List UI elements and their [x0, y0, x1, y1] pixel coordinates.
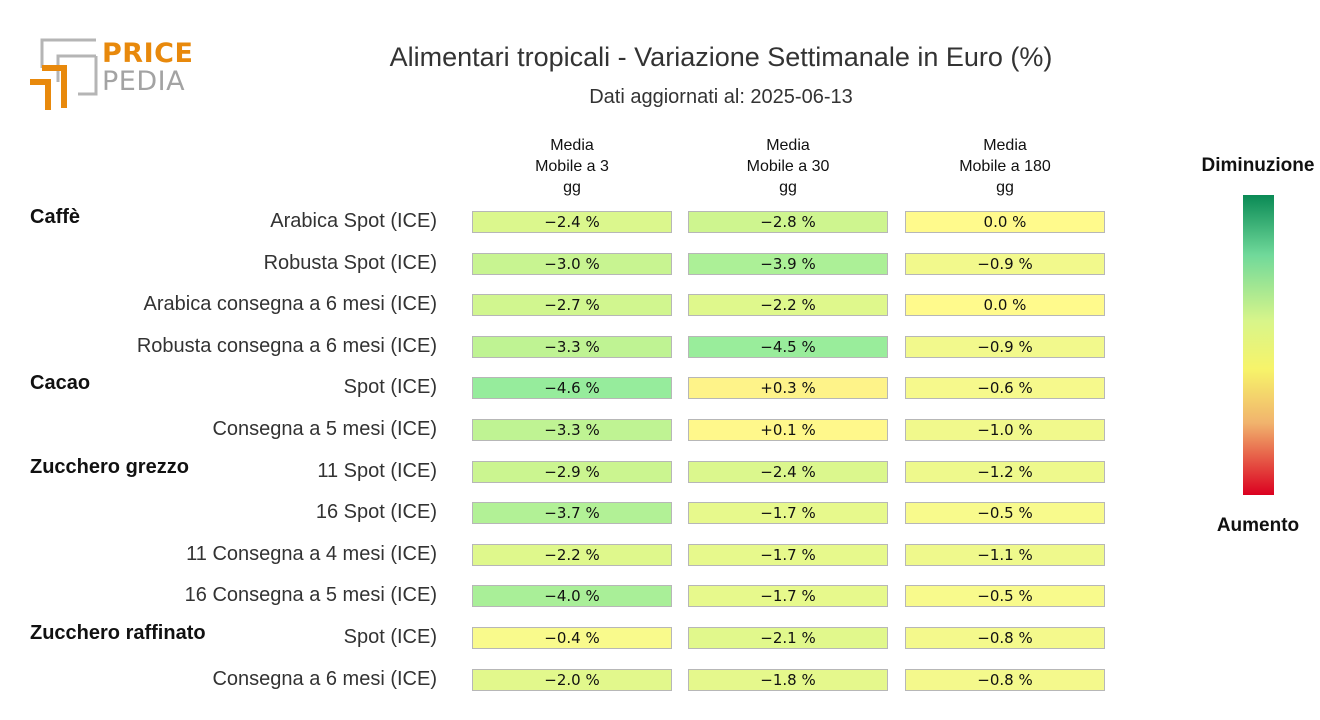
heatmap-cell: 0.0 % — [905, 211, 1105, 233]
row-label: Spot (ICE) — [343, 626, 437, 648]
column-header-line: Mobile a 180 — [959, 158, 1051, 175]
legend-top-label: Diminuzione — [1201, 155, 1315, 176]
heatmap-cell: −1.8 % — [688, 668, 888, 691]
row-label: 16 Consegna a 5 mesi (ICE) — [184, 584, 437, 607]
heatmap-cell: −0.5 % — [905, 585, 1105, 608]
heatmap-cell: −1.2 % — [905, 460, 1105, 483]
heatmap-cell: −3.3 % — [472, 335, 672, 358]
row-label: 11 Consegna a 4 mesi (ICE) — [186, 542, 437, 565]
row-label: Consegna a 6 mesi (ICE) — [212, 667, 437, 690]
heatmap-cell: −2.4 % — [688, 460, 888, 483]
heatmap-cell: −1.7 % — [688, 585, 888, 608]
heatmap-cell: −0.8 % — [905, 668, 1105, 691]
group-label: Zucchero grezzo — [30, 455, 189, 478]
heatmap-cell: −4.0 % — [472, 585, 672, 608]
column-header-line: Media — [766, 137, 810, 154]
heatmap-cell: −1.7 % — [688, 502, 888, 525]
heatmap-cell: −3.0 % — [472, 252, 672, 275]
heatmap-cell: −1.1 % — [905, 543, 1105, 566]
row-label: Spot (ICE) — [343, 376, 437, 399]
column-header-line: Mobile a 3 — [535, 158, 609, 175]
legend-bottom-label: Aumento — [1216, 515, 1300, 536]
heatmap-cell: −2.9 % — [472, 460, 672, 483]
row-label: 11 Spot (ICE) — [317, 459, 437, 482]
heatmap-cell: −0.6 % — [905, 377, 1105, 400]
row-label: Arabica Spot (ICE) — [270, 210, 437, 232]
heatmap-cell: −3.9 % — [688, 252, 888, 275]
column-header-line: gg — [996, 179, 1014, 196]
heatmap-cell: −2.1 % — [688, 627, 888, 649]
heatmap-cell: −1.0 % — [905, 419, 1105, 441]
column-header-line: gg — [563, 179, 581, 196]
heatmap-cell: −0.9 % — [905, 252, 1105, 275]
row-label: 16 Spot (ICE) — [315, 501, 437, 524]
logo-mark-icon — [30, 38, 98, 110]
chart-subtitle: Dati aggiornati al: 2025-06-13 — [589, 86, 853, 108]
row-label: Robusta consegna a 6 mesi (ICE) — [136, 334, 437, 357]
column-header-line: Mobile a 30 — [746, 158, 830, 175]
row-label: Robusta Spot (ICE) — [263, 251, 437, 274]
heatmap-cell: −1.7 % — [688, 543, 888, 566]
heatmap-cell: +0.3 % — [688, 377, 888, 400]
column-header-line: gg — [779, 179, 797, 196]
heatmap-cell: 0.0 % — [905, 294, 1105, 317]
group-label: Cacao — [30, 372, 91, 395]
column-header-line: Media — [550, 137, 594, 154]
heatmap-cell: −2.4 % — [472, 211, 672, 233]
heatmap-cell: −3.7 % — [472, 502, 672, 525]
pricepedia-logo: PRICE PEDIA — [28, 36, 193, 112]
logo-word-price: PRICE — [102, 38, 194, 69]
column-header-line: Media — [983, 137, 1027, 154]
heatmap-cell: −0.9 % — [905, 335, 1105, 358]
heatmap-cell: −2.8 % — [688, 211, 888, 233]
column-header-2: Media Mobile a 30 gg — [687, 135, 889, 198]
heatmap-cell: −2.0 % — [472, 668, 672, 691]
heatmap-cell: −0.8 % — [905, 627, 1105, 649]
group-label: Zucchero raffinato — [30, 622, 206, 644]
heatmap-cell: −0.5 % — [905, 502, 1105, 525]
heatmap-cell: −2.2 % — [472, 543, 672, 566]
column-header-3: Media Mobile a 180 gg — [904, 135, 1106, 198]
heatmap-cell: −4.6 % — [472, 377, 672, 400]
chart-title: Alimentari tropicali - Variazione Settim… — [389, 42, 1053, 72]
heatmap-cell: −0.4 % — [472, 627, 672, 649]
row-label: Consegna a 5 mesi (ICE) — [212, 418, 437, 440]
heatmap-cell: −3.3 % — [472, 419, 672, 441]
legend-color-scale — [1243, 195, 1274, 495]
logo-word-pedia: PEDIA — [102, 66, 186, 97]
heatmap-cell: −4.5 % — [688, 335, 888, 358]
column-header-1: Media Mobile a 3 gg — [471, 135, 673, 198]
row-label: Arabica consegna a 6 mesi (ICE) — [143, 293, 437, 316]
heatmap-cell: −2.2 % — [688, 294, 888, 317]
heatmap-cell: −2.7 % — [472, 294, 672, 317]
group-label: Caffè — [30, 206, 81, 228]
heatmap-cell: +0.1 % — [688, 419, 888, 441]
